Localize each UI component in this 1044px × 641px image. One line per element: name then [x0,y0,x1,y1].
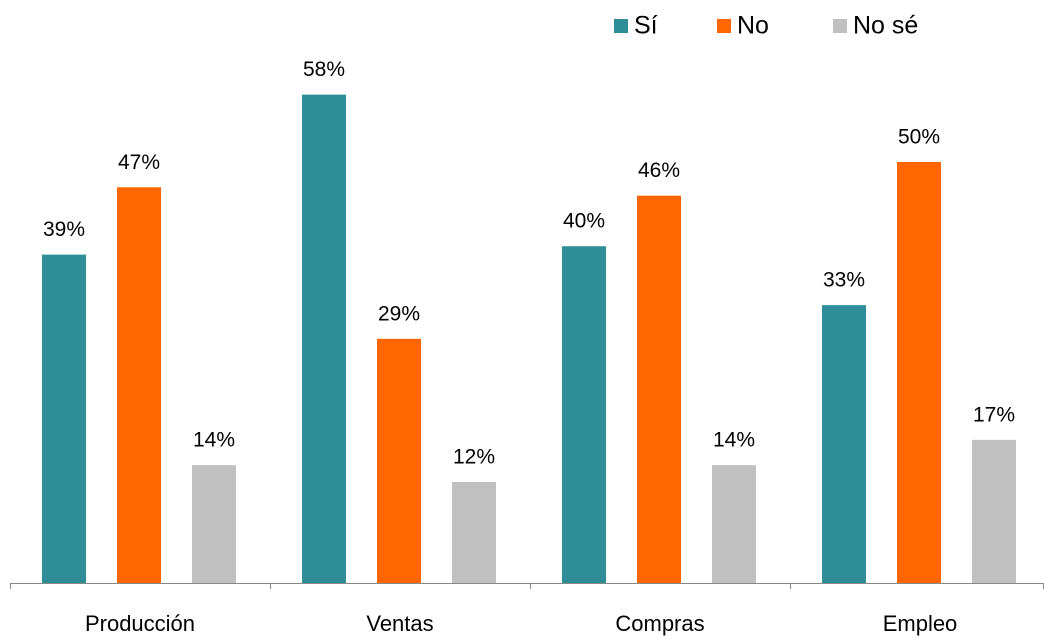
legend-label: No sé [853,12,918,40]
data-label: 46% [638,159,680,182]
data-label: 40% [563,210,605,233]
bar [42,254,86,583]
data-label: 33% [823,269,865,292]
bar [712,465,756,583]
x-tick-label: Ventas [366,611,433,636]
bar [822,305,866,583]
bar [897,162,941,583]
bar [302,94,346,583]
legend-swatch [833,19,847,33]
legend-label: No [737,12,769,40]
bar [637,195,681,583]
data-label: 50% [898,126,940,149]
bar [377,338,421,583]
bar [452,481,496,583]
data-label: 39% [43,218,85,241]
data-label: 17% [973,403,1015,426]
data-label: 29% [378,302,420,325]
data-label: 58% [303,58,345,81]
bar [562,246,606,583]
legend-swatch [717,19,731,33]
data-label: 12% [453,446,495,469]
bar [972,439,1016,583]
x-tick-label: Empleo [883,611,958,636]
bar [192,465,236,583]
data-label: 14% [193,429,235,452]
x-tick-label: Producción [85,611,195,636]
bar [117,187,161,583]
data-label: 47% [118,151,160,174]
data-label: 14% [713,429,755,452]
legend-swatch [614,19,628,33]
x-tick-label: Compras [615,611,704,636]
legend-label: Sí [634,12,658,40]
